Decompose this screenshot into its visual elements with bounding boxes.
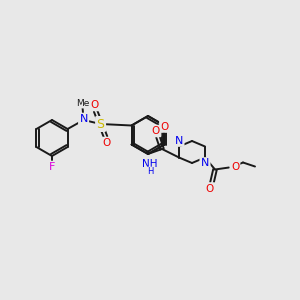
Text: N: N bbox=[201, 158, 209, 169]
Text: F: F bbox=[49, 162, 55, 172]
Text: O: O bbox=[152, 126, 160, 136]
Text: Me: Me bbox=[76, 98, 89, 107]
Text: H: H bbox=[147, 167, 153, 176]
Text: S: S bbox=[97, 118, 105, 130]
Text: NH: NH bbox=[142, 159, 158, 169]
Text: O: O bbox=[91, 100, 99, 110]
Text: N: N bbox=[80, 114, 88, 124]
Text: O: O bbox=[206, 184, 214, 194]
Text: O: O bbox=[231, 161, 239, 172]
Text: O: O bbox=[103, 138, 111, 148]
Text: N: N bbox=[175, 136, 183, 146]
Text: O: O bbox=[160, 122, 169, 131]
